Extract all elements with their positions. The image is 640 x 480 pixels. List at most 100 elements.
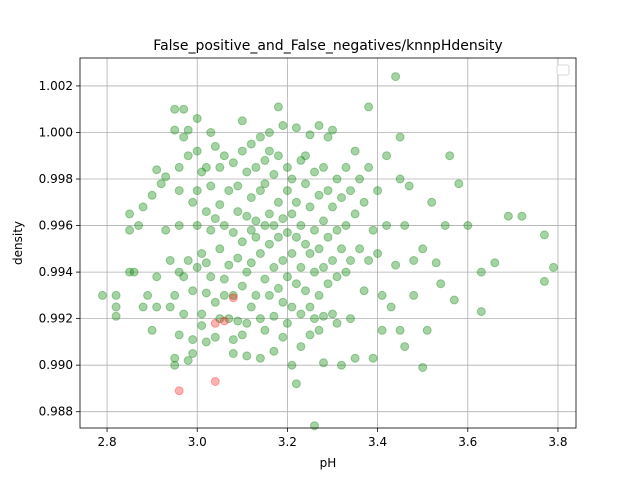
green-data-point (337, 244, 346, 254)
y-tick-label: 0.998 (39, 172, 73, 186)
green-data-point (346, 186, 355, 196)
green-data-point (395, 132, 405, 142)
green-data-point (359, 286, 369, 296)
green-data-point (355, 244, 365, 254)
green-data-point (269, 262, 279, 272)
green-data-point (125, 209, 135, 219)
green-data-point (134, 221, 144, 230)
green-data-point (251, 232, 261, 242)
green-data-point (346, 256, 355, 265)
green-data-point (291, 197, 301, 207)
green-data-point (260, 179, 270, 189)
green-data-point (296, 342, 306, 352)
green-data-point (192, 221, 202, 230)
green-data-point (273, 151, 283, 161)
green-data-point (278, 297, 288, 307)
green-data-point (269, 346, 279, 356)
green-data-point (233, 253, 243, 263)
green-data-point (192, 114, 202, 123)
green-data-point (291, 379, 301, 389)
green-data-point (237, 116, 247, 126)
green-data-point (282, 228, 292, 237)
green-data-point (188, 335, 198, 345)
green-data-point (174, 330, 184, 340)
green-data-point (260, 274, 270, 284)
green-data-point (206, 225, 216, 235)
green-data-point (305, 330, 315, 340)
green-data-point (183, 125, 193, 135)
green-data-point (273, 197, 283, 207)
green-data-point (255, 132, 265, 142)
green-data-point (201, 258, 211, 268)
green-data-point (427, 197, 437, 207)
green-data-point (219, 151, 229, 161)
green-data-point (138, 302, 148, 312)
green-data-point (233, 316, 243, 326)
green-data-point (129, 267, 139, 277)
green-data-point (246, 258, 256, 268)
green-data-point (301, 286, 310, 296)
green-data-point (242, 318, 252, 328)
green-data-point (278, 121, 288, 130)
x-tick-label: 3.6 (458, 435, 477, 449)
green-data-point (278, 214, 288, 224)
green-data-point (170, 104, 180, 114)
green-data-point (179, 272, 189, 282)
green-data-point (228, 158, 238, 168)
y-tick-label: 1.002 (39, 79, 73, 93)
green-data-point (332, 272, 342, 282)
y-tick-label: 0.992 (39, 312, 73, 326)
green-data-point (282, 162, 292, 172)
y-tick-label: 0.994 (39, 265, 73, 279)
green-data-point (332, 225, 342, 235)
green-data-point (152, 272, 162, 282)
green-data-point (192, 262, 202, 272)
green-data-point (282, 272, 292, 282)
green-data-point (291, 232, 301, 242)
green-data-point (377, 325, 387, 335)
green-data-point (463, 221, 473, 230)
green-data-point (174, 267, 184, 277)
red-data-point (210, 318, 220, 328)
green-data-point (319, 262, 328, 272)
green-data-point (310, 267, 319, 277)
grid (80, 58, 576, 428)
green-data-point (539, 276, 549, 286)
green-data-point (337, 193, 346, 203)
green-data-point (192, 186, 202, 196)
green-data-point (210, 214, 220, 224)
y-tick-label: 0.990 (39, 358, 73, 372)
green-data-point (237, 237, 247, 247)
green-data-point (296, 309, 306, 319)
green-data-point (301, 151, 310, 161)
green-data-point (291, 279, 301, 289)
green-data-point (125, 225, 135, 235)
green-data-point (224, 314, 234, 324)
green-data-point (215, 314, 225, 324)
green-data-point (197, 167, 207, 177)
green-data-point (364, 162, 374, 172)
green-data-point (301, 179, 310, 189)
green-data-point (143, 290, 153, 300)
green-data-point (246, 225, 256, 235)
green-data-point (445, 151, 455, 161)
green-data-point (215, 162, 225, 172)
green-data-point (264, 146, 274, 156)
green-data-point (188, 349, 198, 358)
green-data-point (291, 123, 301, 133)
green-data-point (341, 267, 351, 277)
green-data-point (314, 290, 324, 300)
green-data-point (255, 249, 265, 258)
green-data-point (323, 132, 333, 142)
green-data-point (404, 181, 414, 191)
green-data-point (391, 260, 401, 270)
green-data-point (319, 162, 328, 172)
green-data-point (296, 262, 306, 272)
green-data-point (219, 221, 229, 230)
green-data-point (233, 181, 243, 191)
green-data-point (255, 353, 265, 363)
green-data-point (400, 342, 410, 352)
green-data-point (201, 162, 211, 172)
green-data-point (206, 181, 216, 191)
green-data-point (350, 146, 360, 156)
